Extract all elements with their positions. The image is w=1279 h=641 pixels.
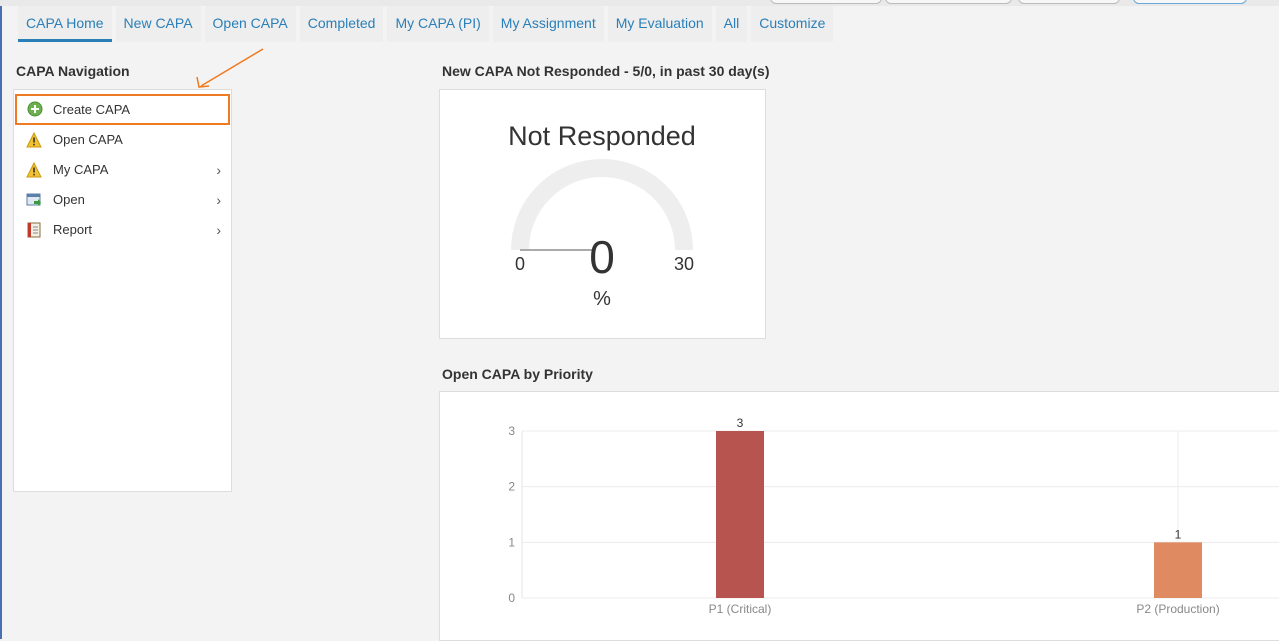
bar-value-label: 3	[737, 416, 744, 430]
nav-item-open-capa[interactable]: Open CAPA	[14, 125, 231, 155]
nav-title: CAPA Navigation	[16, 63, 130, 79]
annotation-arrow-icon	[196, 48, 264, 88]
top-control[interactable]	[1018, 0, 1120, 4]
x-tick-label: P2 (Production)	[1136, 602, 1219, 616]
gauge-label: Not Responded	[508, 121, 696, 151]
top-control[interactable]	[1133, 0, 1247, 4]
y-tick-label: 2	[508, 480, 515, 494]
gauge-value: 0	[589, 231, 615, 283]
nav-item-label: Open CAPA	[53, 132, 123, 147]
window-arrow-icon	[26, 193, 41, 206]
nav-item-label: My CAPA	[53, 162, 109, 177]
chevron-right-icon: ›	[216, 162, 221, 178]
window-left-edge	[0, 0, 2, 639]
y-tick-label: 1	[508, 535, 515, 549]
warning-icon	[26, 132, 42, 148]
x-tick-label: P1 (Critical)	[709, 602, 772, 616]
bar[interactable]	[716, 431, 764, 598]
tab-open-capa[interactable]: Open CAPA	[204, 6, 296, 42]
top-strip	[0, 0, 1279, 6]
nav-item-label: Create CAPA	[53, 102, 131, 117]
plus-circle-icon	[27, 101, 43, 117]
tab-completed[interactable]: Completed	[299, 6, 384, 42]
gauge-section-title: New CAPA Not Responded - 5/0, in past 30…	[442, 63, 770, 79]
gauge-arc-background	[511, 159, 693, 251]
priority-bar-chart: 0 1 2 3 3 P1 (Critical) 1 P2 (Production)	[508, 416, 1279, 616]
tab-capa-home[interactable]: CAPA Home	[18, 6, 112, 42]
priority-section-title: Open CAPA by Priority	[442, 366, 593, 382]
tab-all[interactable]: All	[715, 6, 748, 42]
tab-new-capa[interactable]: New CAPA	[115, 6, 201, 42]
y-tick-label: 3	[508, 424, 515, 438]
nav-item-label: Open	[53, 192, 85, 207]
nav-item-open[interactable]: Open ›	[14, 185, 231, 215]
gauge-unit: %	[593, 288, 611, 310]
chevron-right-icon: ›	[216, 222, 221, 238]
gauge-card: Not Responded 0 % 0 30	[439, 89, 766, 339]
tab-my-capa-pi[interactable]: My CAPA (PI)	[387, 6, 489, 42]
tab-my-evaluation[interactable]: My Evaluation	[607, 6, 712, 42]
main-tabs: CAPA Home New CAPA Open CAPA Completed M…	[18, 6, 837, 42]
tab-my-assignment[interactable]: My Assignment	[492, 6, 604, 42]
nav-panel: Create CAPA Open CAPA My CAPA › Open ›	[13, 89, 232, 492]
top-control[interactable]	[885, 0, 1012, 4]
nav-item-label: Report	[53, 222, 93, 237]
bar-value-label: 1	[1175, 527, 1182, 541]
bar[interactable]	[1154, 542, 1202, 598]
warning-icon	[26, 162, 42, 178]
nav-item-my-capa[interactable]: My CAPA ›	[14, 155, 231, 185]
nav-item-create-capa[interactable]: Create CAPA	[15, 94, 230, 125]
report-book-icon	[27, 222, 41, 238]
tab-customize[interactable]: Customize	[751, 6, 834, 42]
y-tick-label: 0	[508, 591, 515, 605]
nav-item-report[interactable]: Report ›	[14, 215, 231, 245]
gauge-min-label: 0	[515, 254, 525, 274]
gauge-max-label: 30	[674, 254, 694, 274]
gauge-chart: Not Responded 0 % 0 30	[508, 121, 696, 310]
top-control[interactable]	[770, 0, 882, 4]
priority-chart-card: 0 1 2 3 3 P1 (Critical) 1 P2 (Production)	[439, 391, 1279, 641]
chevron-right-icon: ›	[216, 192, 221, 208]
